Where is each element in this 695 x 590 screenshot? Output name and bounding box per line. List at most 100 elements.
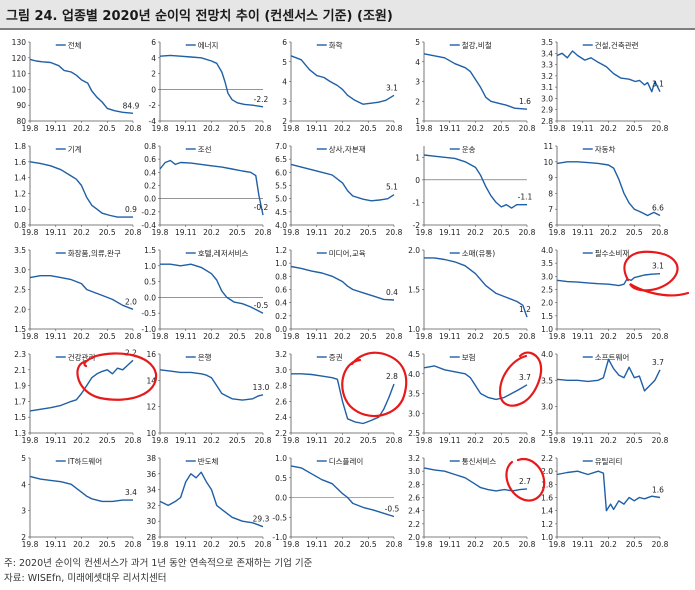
chart-panel-철강-비철: 1 2 3 4 5 19.8 19.11 20.2 20.5 20.8 철강,비철 1.6 [415, 38, 535, 133]
x-tick-label: 20.8 [519, 540, 536, 549]
y-tick-label: 1.5 [541, 312, 553, 321]
y-tick-label: 6.0 [275, 168, 287, 177]
x-tick-label: 19.11 [439, 124, 461, 133]
series-line [29, 359, 134, 412]
x-tick-label: 20.5 [493, 436, 510, 445]
series-line [291, 373, 395, 425]
x-tick-label: 19.8 [416, 540, 433, 549]
x-tick-label: 20.8 [652, 124, 669, 133]
y-tick-label: 2.2 [541, 454, 553, 463]
y-tick-label: 3 [21, 507, 26, 516]
y-tick-label: 2.0 [541, 299, 553, 308]
x-tick-label: 20.5 [360, 124, 377, 133]
chart-panel-조선: -0.4 -0.2 0.0 0.2 0.4 0.6 0.8 19.8 19.11 20.2 20.5… [141, 142, 271, 237]
y-tick-label: 3.0 [408, 467, 420, 476]
x-tick-label: 20.8 [125, 540, 142, 549]
chart-title: 소프트웨어 [595, 352, 630, 362]
y-tick-label: 11 [543, 142, 553, 151]
chart-panel-소프트웨어: 2.5 3.0 3.5 4.0 19.8 19.11 20.2 20.5 20.8 소프트웨어 3.… [541, 350, 669, 445]
chart-title: 반도체 [198, 456, 219, 466]
x-tick-label: 20.5 [493, 124, 510, 133]
y-tick-label: 4.5 [408, 350, 420, 359]
chart-panel-필수소비재: 1.0 1.5 2.0 2.5 3.0 3.5 4.0 19.8 19.11 20.2 20.5 20… [541, 246, 669, 341]
y-tick-label: 3.0 [541, 94, 553, 103]
x-tick-label: 20.5 [493, 540, 510, 549]
y-tick-label: 120 [12, 54, 27, 63]
x-tick-label: 20.2 [467, 332, 484, 341]
x-tick-label: 20.5 [626, 332, 643, 341]
y-tick-label: 1.8 [541, 480, 553, 489]
y-tick-label: 2.4 [408, 507, 420, 516]
x-tick-label: 20.8 [652, 332, 669, 341]
y-tick-label: 0.5 [275, 474, 287, 483]
series-line [159, 54, 264, 108]
series-line [290, 163, 395, 202]
chart-title: 전체 [68, 40, 82, 50]
y-tick-label: 1.5 [144, 246, 156, 255]
x-tick-label: 19.8 [152, 436, 169, 445]
y-tick-label: 0.6 [144, 155, 156, 164]
y-tick-label: 0.0 [275, 325, 287, 334]
y-tick-label: 0.0 [144, 293, 156, 302]
end-value-label: 0.4 [386, 288, 398, 297]
y-tick-label: 14 [146, 376, 156, 385]
red-circle-annotation [623, 250, 690, 297]
y-tick-label: 1.0 [541, 325, 553, 334]
series-line [290, 55, 395, 105]
x-tick-label: 20.8 [386, 228, 403, 237]
y-tick-label: 2.0 [408, 533, 420, 542]
y-tick-label: 3.3 [541, 61, 553, 70]
chart-title: 화장품,의류,완구 [68, 248, 121, 258]
y-tick-label: 2.0 [14, 305, 26, 314]
x-tick-label: 19.11 [439, 436, 461, 445]
x-tick-label: 19.11 [306, 436, 328, 445]
x-tick-label: 19.8 [283, 540, 300, 549]
y-tick-label: 3.0 [541, 403, 553, 412]
y-tick-label: 6 [151, 38, 156, 47]
x-tick-label: 19.11 [45, 124, 67, 133]
x-tick-label: 19.11 [45, 540, 67, 549]
chart-panel-유틸리티: 1.0 1.2 1.4 1.6 1.8 2.0 2.2 19.8 19.11 20.2 20.5 20… [541, 454, 669, 549]
chart-title: 철강,비철 [462, 40, 492, 50]
series-line [556, 50, 661, 93]
x-tick-label: 19.8 [152, 332, 169, 341]
x-tick-label: 20.5 [626, 436, 643, 445]
x-tick-label: 19.11 [439, 332, 461, 341]
x-tick-label: 19.8 [549, 228, 566, 237]
x-tick-label: 19.11 [572, 124, 594, 133]
y-tick-label: -0.5 [272, 513, 287, 522]
x-tick-label: 20.8 [125, 228, 142, 237]
x-tick-label: 20.2 [203, 124, 220, 133]
y-tick-label: 16 [146, 350, 156, 359]
y-tick-label: 2.5 [14, 286, 26, 295]
chart-panel-호텔-레저서비스: -1.0 -0.5 0.0 0.5 1.0 1.5 19.8 19.11 20.2 20.5 20.… [141, 246, 271, 341]
x-tick-label: 20.5 [99, 332, 116, 341]
y-tick-label: 6 [282, 38, 287, 47]
source-text: 자료: WISEfn, 미래에셋대우 리서치센터 [4, 573, 167, 584]
y-tick-label: 1.0 [541, 533, 553, 542]
y-tick-label: 6.5 [275, 155, 287, 164]
x-tick-label: 20.8 [255, 332, 272, 341]
end-value-label: 29.3 [253, 515, 270, 524]
series-line [424, 257, 528, 318]
x-tick-label: 20.2 [467, 124, 484, 133]
chart-panel-화학: 2 3 4 5 6 19.8 19.11 20.2 20.5 20.8 화학 3.1 [282, 38, 402, 133]
y-tick-label: 1 [415, 153, 420, 162]
y-tick-label: 1.4 [541, 507, 553, 516]
y-tick-label: 0.2 [275, 312, 287, 321]
chart-title: 에너지 [198, 40, 219, 50]
end-value-label: 2.8 [386, 372, 398, 381]
x-tick-label: 20.8 [386, 124, 403, 133]
y-tick-label: 1 [415, 117, 420, 126]
end-value-label: 1.6 [652, 486, 664, 495]
series-line [556, 358, 661, 392]
chart-title: 화학 [329, 40, 343, 50]
x-tick-label: 20.2 [600, 436, 617, 445]
x-tick-label: 20.2 [203, 332, 220, 341]
x-tick-label: 20.2 [73, 332, 90, 341]
y-tick-label: 1.5 [408, 286, 420, 295]
x-tick-label: 19.11 [572, 436, 594, 445]
y-tick-label: 3.0 [275, 366, 287, 375]
y-tick-label: 2.8 [541, 117, 553, 126]
x-tick-label: 20.2 [73, 436, 90, 445]
